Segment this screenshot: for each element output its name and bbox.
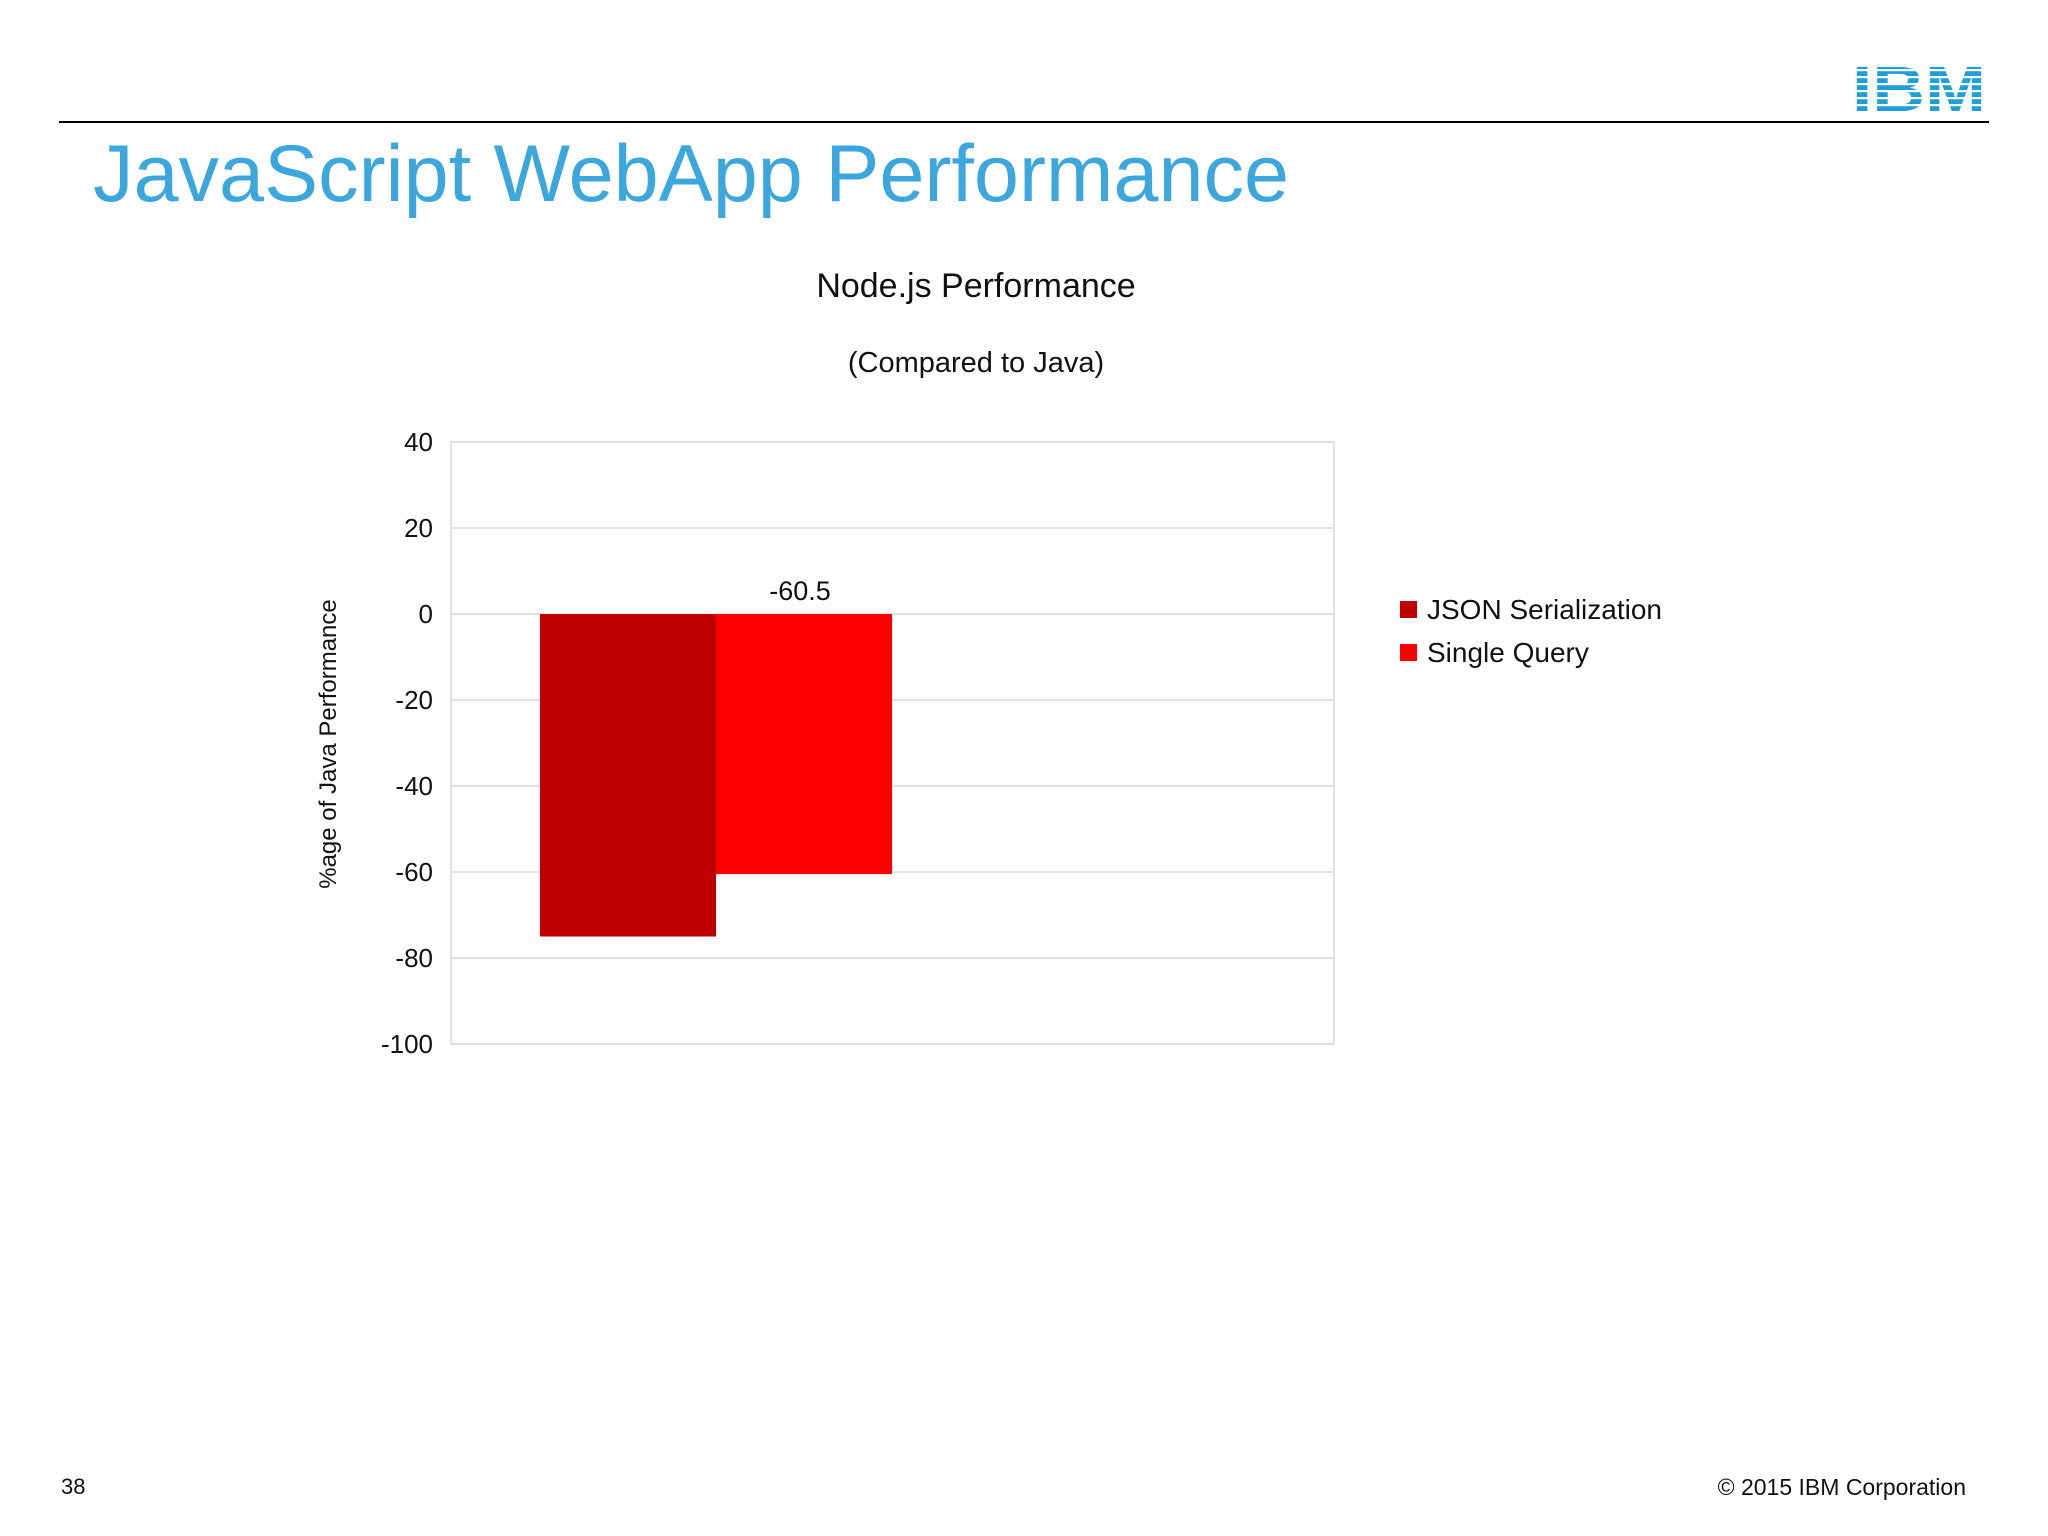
legend-label: JSON Serialization [1427,593,1662,625]
legend-item-single-query: Single Query [1400,631,1662,674]
y-tick-label: -100 [381,1029,433,1059]
legend-swatch [1400,644,1417,661]
y-tick-label: -20 [395,685,433,715]
ibm-logo-text: IBM [1852,57,1986,115]
legend-label: Single Query [1427,636,1589,668]
data-label: -60.5 [769,576,831,606]
data-labels: -60.5 [769,576,831,606]
copyright: © 2015 IBM Corporation [1717,1474,1966,1500]
legend-item-json-serialization: JSON Serialization [1400,588,1662,631]
y-tick-label: -80 [395,943,433,973]
y-axis-title: %age of Java Performance [315,599,342,889]
y-tick-label: 40 [404,427,433,457]
chart-legend: JSON Serialization Single Query [1400,588,1662,674]
chart-title: Node.js Performance [816,267,1135,305]
y-tick-label: 20 [404,513,433,543]
bar-single-query [716,614,892,875]
slide-title: JavaScript WebApp Performance [93,129,1290,219]
bar-json-serialization [540,614,716,937]
y-axis-ticks: 40 20 0 -20 -40 -60 -80 -100 [381,427,433,1059]
y-tick-label: -60 [395,857,433,887]
ibm-logo: IBM [1852,57,1986,115]
y-tick-label: -40 [395,771,433,801]
title-divider [59,121,1989,123]
page-number: 38 [61,1474,86,1499]
chart-subtitle: (Compared to Java) [848,347,1104,379]
bars [540,614,892,937]
y-tick-label: 0 [419,599,433,629]
legend-swatch [1400,601,1417,618]
